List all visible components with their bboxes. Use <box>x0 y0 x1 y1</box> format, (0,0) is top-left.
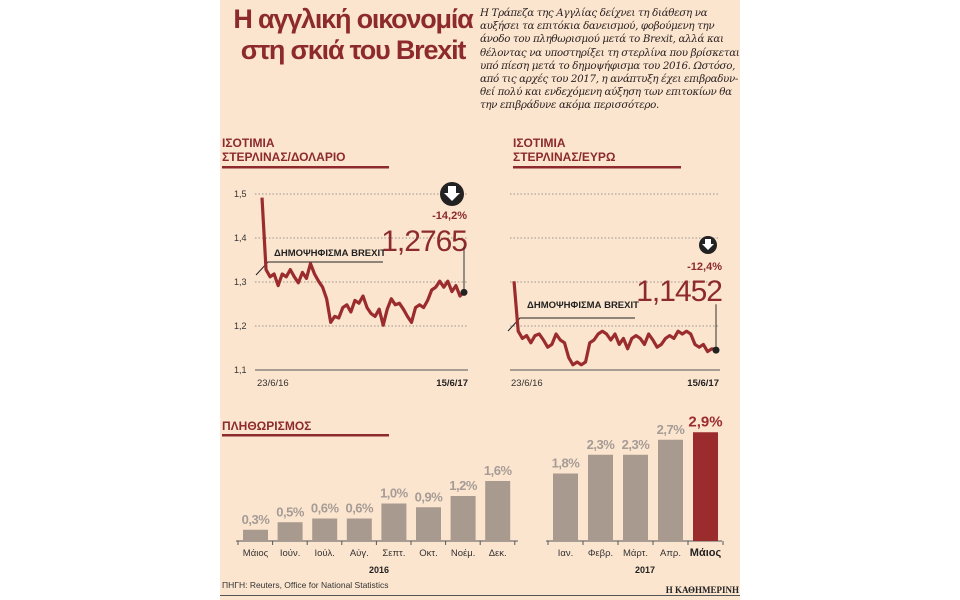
intro-line: Η Τράπεζα της Αγγλίας δείχνει τη διάθεση… <box>480 7 708 19</box>
month-label: Δεκ. <box>489 548 507 559</box>
series-line <box>512 281 717 367</box>
month-label: Μάιος <box>243 548 269 559</box>
inflation-chart: ΠΛΗΘΩΡΙΣΜΟΣ 0,3% Μάιος 0,5% Ιούν. 0,6% Ιούλ. 0… <box>222 413 724 575</box>
month-label: Φεβρ. <box>588 548 613 559</box>
bar <box>243 529 268 541</box>
bar-value-label: 1,0% <box>380 486 409 501</box>
title-underline <box>513 166 681 169</box>
year-label-2017: 2017 <box>635 565 655 575</box>
intro-line: άνοδο του πληθωρισμού μετά το Brexit, αλ… <box>480 33 724 46</box>
bar-value-label: 0,9% <box>415 489 444 504</box>
bar-value-label: 1,2% <box>449 478 478 493</box>
month-label: Ιούν. <box>280 548 301 559</box>
change-percent: -14,2% <box>432 210 467 222</box>
last-value: 1,2765 <box>381 225 467 258</box>
source-note: ΠΗΓΗ: Reuters, Office for National Stati… <box>222 580 389 590</box>
annotation-leader <box>507 317 635 332</box>
bottom-rule <box>220 595 740 596</box>
month-label: Αύγ. <box>350 548 369 559</box>
month-label: Απρ. <box>660 548 681 559</box>
panel-background <box>220 0 740 600</box>
bar-value-label: 0,3% <box>242 512 271 527</box>
annotation-label: ΔΗΜΟΨΗΦΙΣΜΑ BREXIT <box>527 300 639 311</box>
bar <box>485 481 511 541</box>
last-point <box>712 346 720 354</box>
publisher-logo: Η ΚΑΘΗΜΕΡΙΝΗ <box>666 585 739 595</box>
headline: Η αγγλική οικονομία στη σκιά του Brexit <box>228 4 478 66</box>
month-label: Νοέμ. <box>451 548 476 559</box>
title-underline <box>222 166 389 169</box>
x-start-label: 23/6/16 <box>257 378 289 389</box>
bar <box>450 496 476 541</box>
headline-line-2: στη σκιά του Brexit <box>240 35 467 65</box>
month-label: Μάιος <box>690 547 722 559</box>
bar <box>416 507 441 541</box>
bar-value-label: 1,8% <box>552 456 581 471</box>
arrow-down-icon <box>440 182 464 206</box>
gbp-usd-chart: ΙΣΟΤΙΜΙΑ ΣΤΕΡΛΙΝΑΣ/ΔΟΛΑΡΙΟ 1,5 1,4 1,3 1,2 1… <box>222 136 468 389</box>
annotation-leader <box>255 261 383 276</box>
bar-value-label: 2,7% <box>657 422 686 437</box>
change-percent: -12,4% <box>687 261 722 273</box>
bar-value-label: 0,6% <box>345 501 374 516</box>
intro-line: θέλοντας να υποστηρίξει τη στερλίνα που … <box>480 46 740 59</box>
y-tick-label: 1,1 <box>234 365 247 375</box>
month-label: Μάρτ. <box>623 548 648 559</box>
bar-value-label: 1,6% <box>484 463 513 478</box>
bar <box>693 432 718 541</box>
arrow-down-icon <box>699 236 717 254</box>
chart-title-line-1: ΙΣΟΤΙΜΙΑ <box>513 136 566 150</box>
annotation-label: ΔΗΜΟΨΗΦΙΣΜΑ BREXIT <box>274 248 386 259</box>
month-label: Ιαν. <box>558 548 574 559</box>
intro-line: αυξήσει τα επιτόκια δανεισμού, φοβούμενη… <box>480 20 715 33</box>
y-tick-label: 1,2 <box>234 321 247 331</box>
bar-value-label: 0,6% <box>311 501 340 516</box>
y-tick-label: 1,5 <box>234 189 247 199</box>
bar <box>623 454 648 541</box>
chart-title: ΠΛΗΘΩΡΙΣΜΟΣ <box>222 419 311 433</box>
intro-line: θεί πολύ και ενδεχόμενη αύξηση των επιτο… <box>480 86 732 99</box>
gbp-eur-chart: ΙΣΟΤΙΜΙΑ ΣΤΕΡΛΙΝΑΣ/ΕΥΡΩ 23/6/16 15/6/17 … <box>507 136 723 389</box>
chart-title-line-2: ΣΤΕΡΛΙΝΑΣ/ΔΟΛΑΡΙΟ <box>222 150 346 164</box>
year-label-2016: 2016 <box>369 565 389 575</box>
bar <box>553 473 578 541</box>
last-point <box>460 288 468 296</box>
chart-title-line-1: ΙΣΟΤΙΜΙΑ <box>222 136 275 150</box>
y-tick-label: 1,4 <box>234 233 247 243</box>
bar-value-label: 2,3% <box>587 437 616 452</box>
chart-title-line-2: ΣΤΕΡΛΙΝΑΣ/ΕΥΡΩ <box>513 150 616 164</box>
month-label: Ιούλ. <box>314 548 335 559</box>
x-start-label: 23/6/16 <box>511 378 543 389</box>
series-line <box>260 197 466 327</box>
x-end-label: 15/6/17 <box>687 378 719 389</box>
last-value: 1,1452 <box>636 275 722 308</box>
bar <box>312 518 338 541</box>
bar <box>277 522 303 541</box>
bar <box>658 439 683 541</box>
bar-value-label: 0,5% <box>276 504 305 519</box>
intro-line: την επιβράδυνε ακόμα περισσότερο. <box>480 99 659 112</box>
bar-value-label: 2,3% <box>622 437 651 452</box>
bar <box>346 518 372 541</box>
intro-line: υπό πίεση μετά το δημοψήφισμα του 2016. … <box>480 59 736 72</box>
month-label: Οκτ. <box>419 548 438 559</box>
headline-line-1: Η αγγλική οικονομία <box>233 4 473 34</box>
title-underline <box>222 434 389 437</box>
x-end-label: 15/6/17 <box>436 378 468 389</box>
intro-line: από τις αρχές του 2017, η ανάπτυξη έχει … <box>480 73 738 86</box>
y-tick-label: 1,3 <box>234 277 247 287</box>
bar-value-label: 2,9% <box>688 413 722 430</box>
month-label: Σεπτ. <box>382 548 405 559</box>
bar <box>588 454 613 541</box>
bar <box>381 503 407 541</box>
intro-text: Η Τράπεζα της Αγγλίας δείχνει τη διάθεση… <box>480 7 742 113</box>
